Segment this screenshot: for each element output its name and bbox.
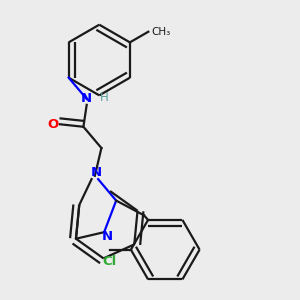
Text: Cl: Cl xyxy=(103,255,117,268)
Text: H: H xyxy=(100,91,109,104)
Text: N: N xyxy=(91,166,102,179)
Text: CH₃: CH₃ xyxy=(151,27,170,37)
Text: N: N xyxy=(102,230,113,243)
Text: N: N xyxy=(81,92,92,106)
Text: O: O xyxy=(47,118,58,131)
